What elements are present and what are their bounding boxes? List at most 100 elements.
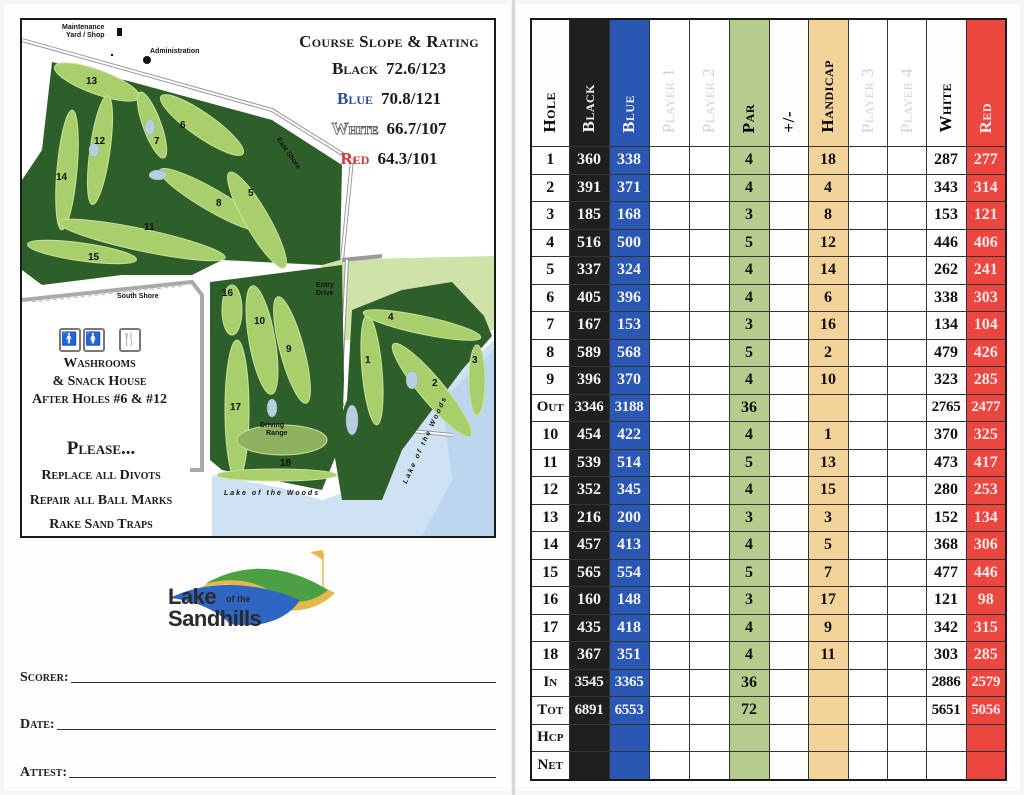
cell-plus-minus[interactable] [768, 448, 809, 477]
cell-player-3-score[interactable] [847, 668, 888, 697]
cell-player-3-score[interactable] [847, 558, 888, 587]
cell-player-1-score[interactable] [648, 421, 690, 450]
scorer-line[interactable] [70, 681, 496, 683]
cell-player-2-score[interactable] [688, 448, 730, 477]
cell-player-3-score[interactable] [847, 503, 888, 532]
cell-player-2-score[interactable] [688, 338, 730, 367]
cell-player-3-score[interactable] [847, 311, 888, 340]
cell-player-2-score[interactable] [688, 586, 730, 615]
cell-player-2-score[interactable] [688, 531, 730, 560]
cell-player-2-score[interactable] [688, 668, 730, 697]
scorer-field[interactable]: Scorer: [20, 666, 496, 686]
cell-player-2-score[interactable] [688, 558, 730, 587]
cell-player-4-score[interactable] [886, 201, 927, 230]
cell-player-3-score[interactable] [847, 201, 888, 230]
cell-player-4-score[interactable] [886, 558, 927, 587]
cell-player-3-score[interactable] [847, 696, 888, 725]
cell-player-1-score[interactable] [648, 613, 690, 642]
cell-player-2-score[interactable] [688, 641, 730, 670]
cell-plus-minus[interactable] [768, 311, 809, 340]
cell-plus-minus[interactable] [768, 366, 809, 395]
cell-player-2-score[interactable] [688, 421, 730, 450]
cell-plus-minus[interactable] [768, 641, 809, 670]
cell-player-3-score[interactable] [847, 393, 888, 422]
cell-player-2-score[interactable] [688, 393, 730, 422]
cell-player-2-score[interactable] [688, 613, 730, 642]
cell-player-2-score[interactable] [688, 201, 730, 230]
cell-player-4-score[interactable] [886, 641, 927, 670]
attest-field[interactable]: Attest: [20, 761, 496, 781]
cell-plus-minus[interactable] [768, 586, 809, 615]
cell-player-4-score[interactable] [886, 586, 927, 615]
cell-player-4-score[interactable] [886, 723, 927, 752]
cell-player-1-score[interactable] [648, 448, 690, 477]
cell-player-4-score[interactable] [886, 228, 927, 257]
cell-player-1-score[interactable] [648, 201, 690, 230]
cell-player-3-score[interactable] [847, 256, 888, 285]
cell-player-3-score[interactable] [847, 146, 888, 175]
cell-player-4-score[interactable] [886, 173, 927, 202]
cell-player-1-score[interactable] [648, 476, 690, 505]
cell-player-3-score[interactable] [847, 366, 888, 395]
cell-plus-minus[interactable] [768, 751, 809, 780]
cell-player-1-score[interactable] [648, 641, 690, 670]
cell-player-1-score[interactable] [648, 696, 690, 725]
cell-player-1-score[interactable] [648, 503, 690, 532]
cell-player-1-score[interactable] [648, 558, 690, 587]
cell-plus-minus[interactable] [768, 173, 809, 202]
cell-player-4-score[interactable] [886, 613, 927, 642]
cell-plus-minus[interactable] [768, 613, 809, 642]
cell-player-4-score[interactable] [886, 338, 927, 367]
cell-player-2-score[interactable] [688, 256, 730, 285]
cell-player-4-score[interactable] [886, 751, 927, 780]
date-field[interactable]: Date: [20, 713, 496, 733]
cell-player-1-score[interactable] [648, 723, 690, 752]
cell-player-4-score[interactable] [886, 448, 927, 477]
cell-plus-minus[interactable] [768, 201, 809, 230]
cell-player-3-score[interactable] [847, 476, 888, 505]
cell-player-4-score[interactable] [886, 531, 927, 560]
cell-plus-minus[interactable] [768, 503, 809, 532]
cell-player-2-score[interactable] [688, 476, 730, 505]
cell-player-2-score[interactable] [688, 228, 730, 257]
cell-player-1-score[interactable] [648, 531, 690, 560]
cell-player-2-score[interactable] [688, 503, 730, 532]
cell-player-3-score[interactable] [847, 228, 888, 257]
cell-player-4-score[interactable] [886, 668, 927, 697]
cell-player-1-score[interactable] [648, 338, 690, 367]
cell-player-4-score[interactable] [886, 256, 927, 285]
cell-plus-minus[interactable] [768, 531, 809, 560]
cell-player-4-score[interactable] [886, 311, 927, 340]
cell-player-4-score[interactable] [886, 503, 927, 532]
date-line[interactable] [56, 728, 496, 730]
cell-player-4-score[interactable] [886, 696, 927, 725]
cell-player-3-score[interactable] [847, 613, 888, 642]
cell-player-3-score[interactable] [847, 173, 888, 202]
cell-plus-minus[interactable] [768, 146, 809, 175]
cell-player-1-score[interactable] [648, 311, 690, 340]
cell-player-4-score[interactable] [886, 421, 927, 450]
cell-plus-minus[interactable] [768, 723, 809, 752]
cell-player-1-score[interactable] [648, 146, 690, 175]
cell-plus-minus[interactable] [768, 256, 809, 285]
cell-player-3-score[interactable] [847, 751, 888, 780]
cell-player-1-score[interactable] [648, 668, 690, 697]
cell-plus-minus[interactable] [768, 696, 809, 725]
cell-player-2-score[interactable] [688, 751, 730, 780]
attest-line[interactable] [69, 776, 496, 778]
cell-player-1-score[interactable] [648, 228, 690, 257]
cell-plus-minus[interactable] [768, 421, 809, 450]
cell-player-4-score[interactable] [886, 146, 927, 175]
cell-player-2-score[interactable] [688, 366, 730, 395]
cell-player-1-score[interactable] [648, 751, 690, 780]
cell-player-4-score[interactable] [886, 283, 927, 312]
cell-plus-minus[interactable] [768, 228, 809, 257]
cell-player-3-score[interactable] [847, 448, 888, 477]
cell-plus-minus[interactable] [768, 283, 809, 312]
cell-player-3-score[interactable] [847, 421, 888, 450]
cell-player-1-score[interactable] [648, 283, 690, 312]
cell-player-1-score[interactable] [648, 173, 690, 202]
cell-player-3-score[interactable] [847, 586, 888, 615]
cell-player-4-score[interactable] [886, 366, 927, 395]
cell-plus-minus[interactable] [768, 668, 809, 697]
